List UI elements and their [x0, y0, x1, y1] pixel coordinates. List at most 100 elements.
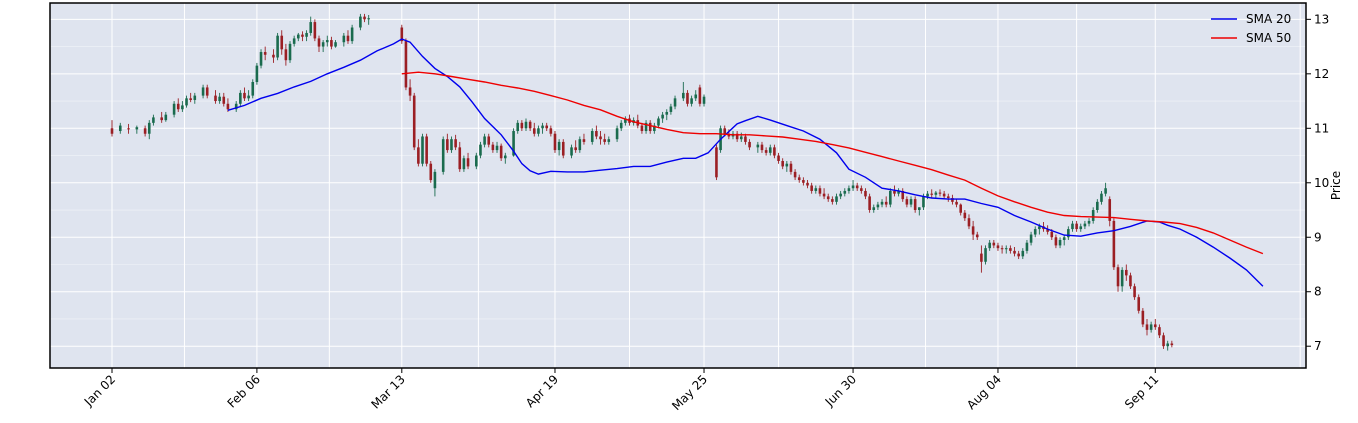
candle-body	[880, 201, 884, 205]
candle-down	[773, 144, 776, 159]
candle-body	[429, 163, 433, 181]
candle-up	[1004, 245, 1008, 254]
candle-body	[768, 147, 772, 153]
candle-up	[1062, 234, 1066, 246]
candle-up	[607, 136, 611, 145]
candle-down	[189, 92, 192, 103]
candle-body	[185, 98, 188, 106]
candle-up	[880, 199, 884, 208]
candle-up	[462, 155, 466, 172]
candle-down	[913, 196, 917, 213]
candle-down	[648, 120, 652, 134]
grid-lines	[50, 3, 1306, 368]
candle-down	[491, 141, 495, 153]
candle-body	[992, 242, 996, 246]
candle-body	[359, 16, 362, 28]
candle-up	[1058, 237, 1062, 249]
candle-body	[669, 106, 673, 112]
y-axis-label: Price	[1329, 171, 1343, 200]
candle-up	[690, 95, 693, 107]
candle-body	[802, 180, 805, 183]
candle-up	[185, 95, 188, 108]
candle-body	[557, 141, 561, 151]
candle-up	[1166, 340, 1169, 351]
candle-down	[301, 31, 304, 42]
candle-body	[694, 94, 698, 99]
candle-down	[967, 214, 971, 230]
candle-body	[1166, 343, 1169, 347]
candle-body	[537, 128, 540, 134]
candle-body	[570, 147, 573, 156]
candle-down	[1000, 245, 1004, 254]
candle-body	[872, 207, 876, 211]
candle-down	[263, 46, 267, 61]
candle-body	[764, 150, 768, 153]
candle-up	[367, 14, 370, 25]
candle-down	[744, 133, 747, 145]
candle-up	[619, 120, 623, 132]
candle-up	[325, 35, 329, 47]
candle-up	[1025, 239, 1029, 254]
candle-up	[1096, 199, 1099, 213]
candle-body	[284, 49, 288, 61]
candle-up	[934, 190, 938, 199]
candle-body	[818, 188, 822, 194]
candle-body	[942, 193, 946, 197]
candle-body	[1137, 297, 1141, 311]
candle-up	[851, 180, 855, 191]
candle-body	[893, 190, 896, 194]
y-tick-label: 12	[1314, 67, 1329, 81]
candle-body	[218, 96, 221, 102]
candle-body	[785, 163, 789, 167]
candle-up	[297, 32, 300, 42]
candle-down	[1112, 218, 1116, 270]
candle-down	[346, 30, 350, 44]
candle-up	[872, 204, 876, 213]
candle-body	[532, 128, 536, 134]
candle-body	[1162, 335, 1165, 347]
candle-body	[797, 177, 801, 181]
candle-down	[1108, 196, 1112, 227]
candle-body	[868, 196, 871, 211]
candle-body	[1067, 229, 1070, 238]
candle-body	[955, 201, 958, 205]
candle-up	[479, 141, 482, 159]
candle-up	[164, 111, 168, 122]
candle-down	[317, 35, 321, 53]
candle-up	[897, 188, 900, 197]
candle-down	[404, 38, 408, 91]
candle-body	[1116, 267, 1120, 287]
candle-down	[532, 122, 536, 137]
candle-down	[1133, 283, 1136, 300]
candle-body	[860, 188, 863, 191]
candle-body	[897, 190, 900, 194]
candle-body	[595, 131, 598, 137]
candle-body	[582, 139, 586, 142]
candle-up	[239, 90, 242, 107]
candle-body	[1058, 239, 1062, 246]
candle-body	[1033, 229, 1037, 235]
candle-body	[425, 136, 428, 164]
candle-body	[495, 145, 499, 151]
candle-body	[876, 204, 880, 208]
candle-body	[963, 212, 967, 219]
candle-body	[913, 199, 917, 211]
candle-down	[110, 120, 114, 137]
candle-down	[1137, 294, 1141, 314]
candle-body	[653, 125, 656, 132]
candle-down	[1162, 332, 1165, 349]
candle-body	[578, 139, 582, 151]
candle-body	[686, 92, 689, 104]
candle-body	[251, 81, 255, 96]
candle-body	[665, 111, 669, 115]
candle-body	[814, 188, 818, 191]
candle-body	[214, 95, 217, 102]
candle-up	[876, 201, 880, 211]
candle-body	[644, 122, 648, 132]
candle-body	[247, 95, 250, 99]
candle-body	[528, 121, 532, 129]
candle-up	[1029, 231, 1033, 246]
candle-body	[1046, 229, 1049, 232]
x-tick-label: Aug 04	[964, 372, 1004, 412]
candle-up	[433, 169, 437, 197]
